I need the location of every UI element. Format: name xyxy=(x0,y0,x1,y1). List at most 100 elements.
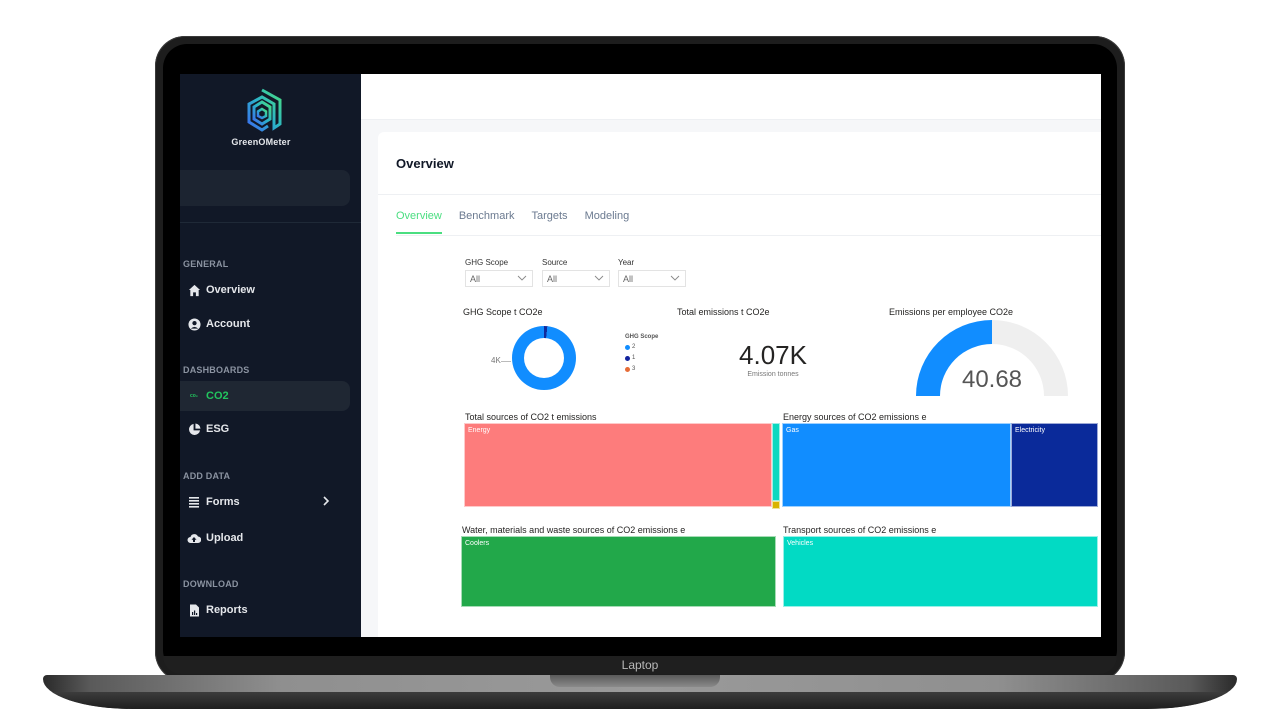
treemap-cell-electricity[interactable]: Electricity xyxy=(1011,423,1098,507)
per-employee-title: Emissions per employee CO2e xyxy=(889,307,1014,317)
tabs-divider xyxy=(396,235,1101,236)
cell-label: Vehicles xyxy=(787,540,814,547)
sidebar-search-box[interactable] xyxy=(180,170,350,206)
greenometer-logo-icon xyxy=(247,88,282,132)
sidebar-item-label: CO2 xyxy=(206,390,229,402)
chevron-down-icon xyxy=(517,275,527,281)
filter-ghg-scope: GHG Scope All xyxy=(465,258,533,287)
filter-source: Source All xyxy=(542,258,610,287)
sidebar-item-label: Overview xyxy=(206,284,255,296)
legend-label: 3 xyxy=(632,366,636,372)
section-label-general: GENERAL xyxy=(183,259,229,269)
treemap-cell-coolers[interactable]: Coolers xyxy=(461,536,776,607)
filter-year: Year All xyxy=(618,258,686,287)
legend-item[interactable]: 2 xyxy=(625,344,658,350)
legend-item[interactable]: 1 xyxy=(625,355,658,361)
header-divider xyxy=(378,194,1101,195)
sidebar-item-esg[interactable]: ESG xyxy=(180,414,350,444)
home-icon xyxy=(187,283,201,297)
page-title: Overview xyxy=(396,156,454,171)
sidebar-item-forms[interactable]: Forms xyxy=(180,487,350,517)
total-emissions-value: 4.07K xyxy=(739,340,807,370)
total-sources-title: Total sources of CO2 t emissions xyxy=(465,412,597,422)
section-label-dashboards: DASHBOARDS xyxy=(183,365,250,375)
dropdown-value: All xyxy=(470,274,481,284)
cell-label: Coolers xyxy=(465,540,490,547)
sidebar-item-account[interactable]: Account xyxy=(180,309,350,339)
section-label-add-data: ADD DATA xyxy=(183,471,231,481)
energy-sources-title: Energy sources of CO2 emissions e xyxy=(783,412,927,422)
treemap-cell-energy[interactable]: Energy xyxy=(464,423,772,507)
sidebar-item-label: Forms xyxy=(206,496,240,508)
sidebar-item-label: Reports xyxy=(206,604,248,616)
sidebar-item-label: ESG xyxy=(206,423,230,435)
tab-overview[interactable]: Overview xyxy=(396,210,442,234)
laptop-notch xyxy=(550,675,720,687)
transport-sources-treemap: Vehicles xyxy=(783,536,1098,607)
brand-name: GreenOMeter xyxy=(231,137,291,147)
transport-sources-title: Transport sources of CO2 emissions e xyxy=(783,525,937,535)
legend-dot-icon xyxy=(625,355,630,361)
water-sources-treemap: Coolers xyxy=(461,536,776,607)
tab-benchmark[interactable]: Benchmark xyxy=(458,210,515,222)
sidebar-divider xyxy=(180,222,361,223)
co2-icon: co₂ xyxy=(189,393,199,399)
legend-title: GHG Scope xyxy=(625,334,659,340)
ghg-scope-donut-chart[interactable] xyxy=(512,326,576,390)
per-employee-value: 40.68 xyxy=(961,366,1023,393)
ghg-scope-dropdown[interactable]: All xyxy=(465,270,533,287)
chevron-right-icon xyxy=(323,496,330,506)
treemap-cell-other[interactable] xyxy=(772,501,780,509)
total-emissions-title: Total emissions t CO2e xyxy=(677,307,770,317)
top-bar xyxy=(361,74,1101,120)
energy-sources-treemap: Gas Electricity xyxy=(782,423,1098,507)
sidebar-item-overview[interactable]: Overview xyxy=(180,275,350,305)
legend-item[interactable]: 3 xyxy=(625,366,658,372)
dropdown-value: All xyxy=(547,274,558,284)
water-sources-title: Water, materials and waste sources of CO… xyxy=(462,525,686,535)
report-file-icon xyxy=(187,603,201,617)
tab-targets[interactable]: Targets xyxy=(531,210,568,222)
sidebar-item-upload[interactable]: Upload xyxy=(180,523,350,553)
legend-dot-icon xyxy=(625,344,630,350)
pie-chart-icon xyxy=(187,422,201,436)
cell-label: Electricity xyxy=(1015,427,1045,434)
treemap-cell-gas[interactable]: Gas xyxy=(782,423,1011,507)
donut-leader-line xyxy=(501,361,511,362)
treemap-cell-transport[interactable] xyxy=(772,423,780,501)
per-employee-gauge[interactable] xyxy=(916,320,1068,396)
cloud-upload-icon xyxy=(187,531,201,545)
legend-label: 1 xyxy=(632,355,636,361)
tab-modeling[interactable]: Modeling xyxy=(584,210,630,222)
user-circle-icon xyxy=(187,317,201,331)
legend-label: 2 xyxy=(632,344,636,350)
sidebar-item-reports[interactable]: Reports xyxy=(180,595,350,625)
legend-dot-icon xyxy=(625,366,630,372)
sidebar-item-co2[interactable]: co₂ CO2 xyxy=(180,381,350,411)
source-dropdown[interactable]: All xyxy=(542,270,610,287)
section-label-download: DOWNLOAD xyxy=(183,579,239,589)
ghg-scope-title: GHG Scope t CO2e xyxy=(463,307,543,317)
main-card: Overview Overview Benchmark Targets Mode… xyxy=(378,132,1101,637)
sidebar: GreenOMeter GENERAL Overview Account DAS… xyxy=(180,74,361,637)
total-emissions-subtitle: Emission tonnes xyxy=(747,371,799,378)
chevron-down-icon xyxy=(594,275,604,281)
cell-label: Energy xyxy=(468,427,491,434)
treemap-cell-vehicles[interactable]: Vehicles xyxy=(783,536,1098,607)
filter-label: Source xyxy=(542,258,568,267)
sidebar-item-label: Upload xyxy=(206,532,244,544)
laptop-label: Laptop xyxy=(621,658,659,672)
dropdown-value: All xyxy=(623,274,634,284)
filter-label: GHG Scope xyxy=(465,258,509,267)
total-sources-treemap: Energy xyxy=(464,423,782,509)
cell-label: Gas xyxy=(786,427,799,434)
year-dropdown[interactable]: All xyxy=(618,270,686,287)
list-icon xyxy=(187,495,201,509)
filter-label: Year xyxy=(618,258,635,267)
ghg-scope-legend: GHG Scope 2 1 3 xyxy=(625,334,658,377)
app-screen: GreenOMeter GENERAL Overview Account DAS… xyxy=(180,74,1101,637)
chevron-down-icon xyxy=(670,275,680,281)
tab-bar: Overview Benchmark Targets Modeling xyxy=(396,210,646,234)
donut-value-label: 4K xyxy=(491,356,501,365)
